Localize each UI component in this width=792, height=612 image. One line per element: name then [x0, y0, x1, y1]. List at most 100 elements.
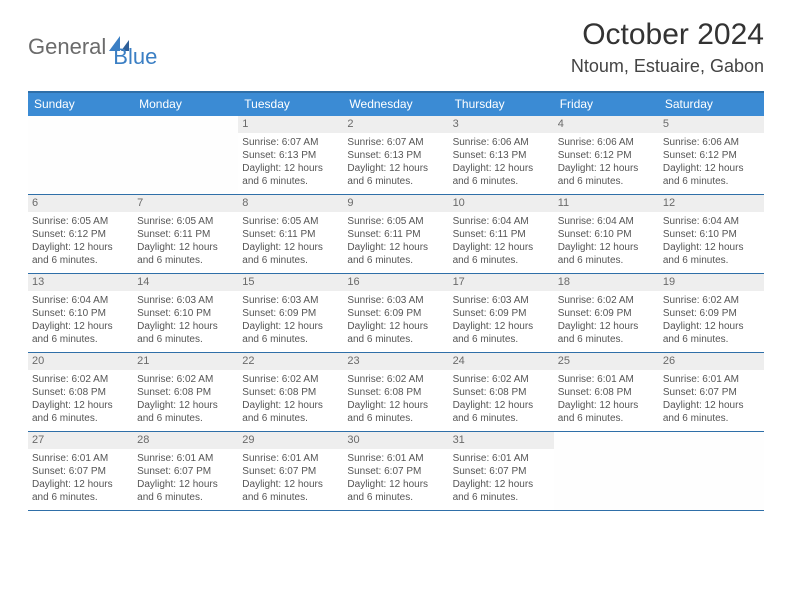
day-number: 5	[659, 116, 764, 133]
sunrise-line: Sunrise: 6:05 AM	[137, 215, 234, 228]
day-number: 29	[238, 432, 343, 449]
sunset-line: Sunset: 6:09 PM	[453, 307, 550, 320]
day-number: 18	[554, 274, 659, 291]
daylight-line: Daylight: 12 hours and 6 minutes.	[242, 162, 339, 188]
day-number: 9	[343, 195, 448, 212]
day-cell	[659, 432, 764, 510]
sunrise-line: Sunrise: 6:02 AM	[347, 373, 444, 386]
daylight-line: Daylight: 12 hours and 6 minutes.	[347, 162, 444, 188]
sunset-line: Sunset: 6:11 PM	[242, 228, 339, 241]
week-row: 20Sunrise: 6:02 AMSunset: 6:08 PMDayligh…	[28, 353, 764, 432]
week-row: 13Sunrise: 6:04 AMSunset: 6:10 PMDayligh…	[28, 274, 764, 353]
sunset-line: Sunset: 6:08 PM	[137, 386, 234, 399]
daylight-line: Daylight: 12 hours and 6 minutes.	[137, 399, 234, 425]
day-number: 15	[238, 274, 343, 291]
daylight-line: Daylight: 12 hours and 6 minutes.	[663, 162, 760, 188]
daylight-line: Daylight: 12 hours and 6 minutes.	[32, 399, 129, 425]
day-number: 4	[554, 116, 659, 133]
day-number: 11	[554, 195, 659, 212]
day-number: 1	[238, 116, 343, 133]
calendar-grid: SundayMondayTuesdayWednesdayThursdayFrid…	[28, 91, 764, 511]
sunrise-line: Sunrise: 6:01 AM	[663, 373, 760, 386]
daylight-line: Daylight: 12 hours and 6 minutes.	[137, 478, 234, 504]
week-row: 6Sunrise: 6:05 AMSunset: 6:12 PMDaylight…	[28, 195, 764, 274]
sunset-line: Sunset: 6:08 PM	[453, 386, 550, 399]
location-label: Ntoum, Estuaire, Gabon	[571, 56, 764, 77]
day-cell: 23Sunrise: 6:02 AMSunset: 6:08 PMDayligh…	[343, 353, 448, 431]
sunset-line: Sunset: 6:13 PM	[347, 149, 444, 162]
daylight-line: Daylight: 12 hours and 6 minutes.	[663, 241, 760, 267]
sunset-line: Sunset: 6:08 PM	[558, 386, 655, 399]
sunset-line: Sunset: 6:07 PM	[347, 465, 444, 478]
sunset-line: Sunset: 6:12 PM	[32, 228, 129, 241]
day-number: 3	[449, 116, 554, 133]
day-cell: 27Sunrise: 6:01 AMSunset: 6:07 PMDayligh…	[28, 432, 133, 510]
weeks-container: 1Sunrise: 6:07 AMSunset: 6:13 PMDaylight…	[28, 116, 764, 511]
day-cell: 11 Sunrise: 6:04 AMSunset: 6:10 PMDayligh…	[554, 195, 659, 273]
day-number: 20	[28, 353, 133, 370]
day-cell: 25Sunrise: 6:01 AMSunset: 6:08 PMDayligh…	[554, 353, 659, 431]
sunset-line: Sunset: 6:08 PM	[347, 386, 444, 399]
day-number: 10	[449, 195, 554, 212]
sunrise-line: Sunrise: 6:01 AM	[453, 452, 550, 465]
day-cell: 22Sunrise: 6:02 AMSunset: 6:08 PMDayligh…	[238, 353, 343, 431]
sunrise-line: Sunrise: 6:02 AM	[242, 373, 339, 386]
weekday-header: Wednesday	[343, 93, 448, 116]
day-cell: 3Sunrise: 6:06 AMSunset: 6:13 PMDaylight…	[449, 116, 554, 194]
day-number: 8	[238, 195, 343, 212]
daylight-line: Daylight: 12 hours and 6 minutes.	[347, 320, 444, 346]
sunrise-line: Sunrise: 6:01 AM	[137, 452, 234, 465]
day-cell: 20Sunrise: 6:02 AMSunset: 6:08 PMDayligh…	[28, 353, 133, 431]
sunset-line: Sunset: 6:09 PM	[558, 307, 655, 320]
day-cell: 17Sunrise: 6:03 AMSunset: 6:09 PMDayligh…	[449, 274, 554, 352]
daylight-line: Daylight: 12 hours and 6 minutes.	[32, 320, 129, 346]
sunset-line: Sunset: 6:10 PM	[137, 307, 234, 320]
day-cell	[133, 116, 238, 194]
sunrise-line: Sunrise: 6:02 AM	[137, 373, 234, 386]
daylight-line: Daylight: 12 hours and 6 minutes.	[242, 241, 339, 267]
sunrise-line: Sunrise: 6:01 AM	[558, 373, 655, 386]
day-cell: 6Sunrise: 6:05 AMSunset: 6:12 PMDaylight…	[28, 195, 133, 273]
sunset-line: Sunset: 6:10 PM	[32, 307, 129, 320]
day-number: 12	[659, 195, 764, 212]
logo-text-general: General	[28, 34, 106, 60]
weekday-header-row: SundayMondayTuesdayWednesdayThursdayFrid…	[28, 93, 764, 116]
day-cell: 15Sunrise: 6:03 AMSunset: 6:09 PMDayligh…	[238, 274, 343, 352]
weekday-header: Sunday	[28, 93, 133, 116]
weekday-header: Saturday	[659, 93, 764, 116]
daylight-line: Daylight: 12 hours and 6 minutes.	[242, 478, 339, 504]
day-cell: 5Sunrise: 6:06 AMSunset: 6:12 PMDaylight…	[659, 116, 764, 194]
sunset-line: Sunset: 6:10 PM	[558, 228, 655, 241]
day-cell: 28 Sunrise: 6:01 AMSunset: 6:07 PMDayligh…	[133, 432, 238, 510]
day-number: 13	[28, 274, 133, 291]
day-number: 14	[133, 274, 238, 291]
sunrise-line: Sunrise: 6:04 AM	[558, 215, 655, 228]
sunset-line: Sunset: 6:10 PM	[663, 228, 760, 241]
sunrise-line: Sunrise: 6:01 AM	[347, 452, 444, 465]
day-number: 7	[133, 195, 238, 212]
day-cell: 18Sunrise: 6:02 AMSunset: 6:09 PMDayligh…	[554, 274, 659, 352]
daylight-line: Daylight: 12 hours and 6 minutes.	[453, 320, 550, 346]
sunset-line: Sunset: 6:13 PM	[242, 149, 339, 162]
sunrise-line: Sunrise: 6:02 AM	[663, 294, 760, 307]
sunrise-line: Sunrise: 6:05 AM	[347, 215, 444, 228]
daylight-line: Daylight: 12 hours and 6 minutes.	[453, 241, 550, 267]
day-number: 28	[133, 432, 238, 449]
daylight-line: Daylight: 12 hours and 6 minutes.	[242, 320, 339, 346]
day-number: 27	[28, 432, 133, 449]
logo: General Blue	[28, 18, 157, 70]
sunset-line: Sunset: 6:12 PM	[558, 149, 655, 162]
logo-text-blue: Blue	[113, 44, 157, 70]
sunset-line: Sunset: 6:07 PM	[137, 465, 234, 478]
daylight-line: Daylight: 12 hours and 6 minutes.	[663, 399, 760, 425]
daylight-line: Daylight: 12 hours and 6 minutes.	[453, 162, 550, 188]
day-number: 30	[343, 432, 448, 449]
day-cell: 7Sunrise: 6:05 AMSunset: 6:11 PMDaylight…	[133, 195, 238, 273]
week-row: 1Sunrise: 6:07 AMSunset: 6:13 PMDaylight…	[28, 116, 764, 195]
daylight-line: Daylight: 12 hours and 6 minutes.	[558, 162, 655, 188]
sunset-line: Sunset: 6:07 PM	[32, 465, 129, 478]
day-cell: 1Sunrise: 6:07 AMSunset: 6:13 PMDaylight…	[238, 116, 343, 194]
sunrise-line: Sunrise: 6:04 AM	[453, 215, 550, 228]
daylight-line: Daylight: 12 hours and 6 minutes.	[242, 399, 339, 425]
daylight-line: Daylight: 12 hours and 6 minutes.	[558, 241, 655, 267]
